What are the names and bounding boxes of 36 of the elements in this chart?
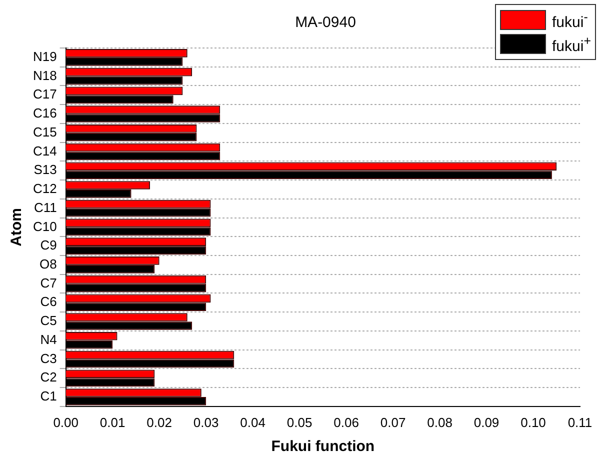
y-tick-label: N4 — [40, 332, 57, 347]
y-tick-label: N18 — [32, 68, 57, 83]
x-tick-label: 0.11 — [568, 414, 592, 430]
y-tick-label: O8 — [40, 256, 57, 272]
x-tick-label: 0.07 — [380, 414, 406, 430]
y-tick-label: C7 — [40, 275, 57, 290]
y-tick-label: C10 — [32, 218, 57, 234]
legend-label: fukui$^{-}$ — [552, 10, 588, 30]
y-tick-label: C16 — [32, 106, 57, 121]
y-tick-label: C6 — [40, 294, 57, 310]
y-tick-label: C9 — [40, 238, 57, 253]
y-tick-label: C3 — [40, 350, 57, 366]
y-tick-label: C5 — [40, 313, 57, 328]
x-tick-label: 0.00 — [53, 414, 79, 430]
y-tick-label: C15 — [32, 124, 57, 140]
x-axis-title: Fukui function — [271, 438, 375, 456]
y-tick-label: C12 — [32, 181, 57, 196]
x-tick-label: 0.03 — [193, 414, 219, 430]
x-tick-label: 0.06 — [334, 414, 359, 430]
y-tick-label: N19 — [32, 49, 57, 64]
y-tick-label: C1 — [40, 388, 57, 404]
y-tick-label: C2 — [40, 370, 57, 385]
y-tick-label: S13 — [34, 162, 57, 178]
y-tick-label: C14 — [32, 143, 57, 158]
x-tick-label: 0.01 — [100, 414, 126, 430]
chart-title: MA-0940 — [295, 14, 356, 31]
y-tick-label: C11 — [34, 200, 57, 215]
x-tick-label: 0.04 — [240, 414, 266, 430]
x-tick-label: 0.10 — [520, 414, 546, 430]
x-tick-label: 0.09 — [474, 414, 500, 430]
y-tick-label: C17 — [32, 86, 57, 102]
legend-label: fukui$^{+}$ — [552, 34, 591, 54]
x-tick-label: 0.05 — [286, 414, 312, 430]
x-tick-label: 0.02 — [146, 414, 172, 430]
x-tick-label: 0.08 — [427, 414, 452, 430]
y-axis-title: Atom — [8, 208, 26, 246]
